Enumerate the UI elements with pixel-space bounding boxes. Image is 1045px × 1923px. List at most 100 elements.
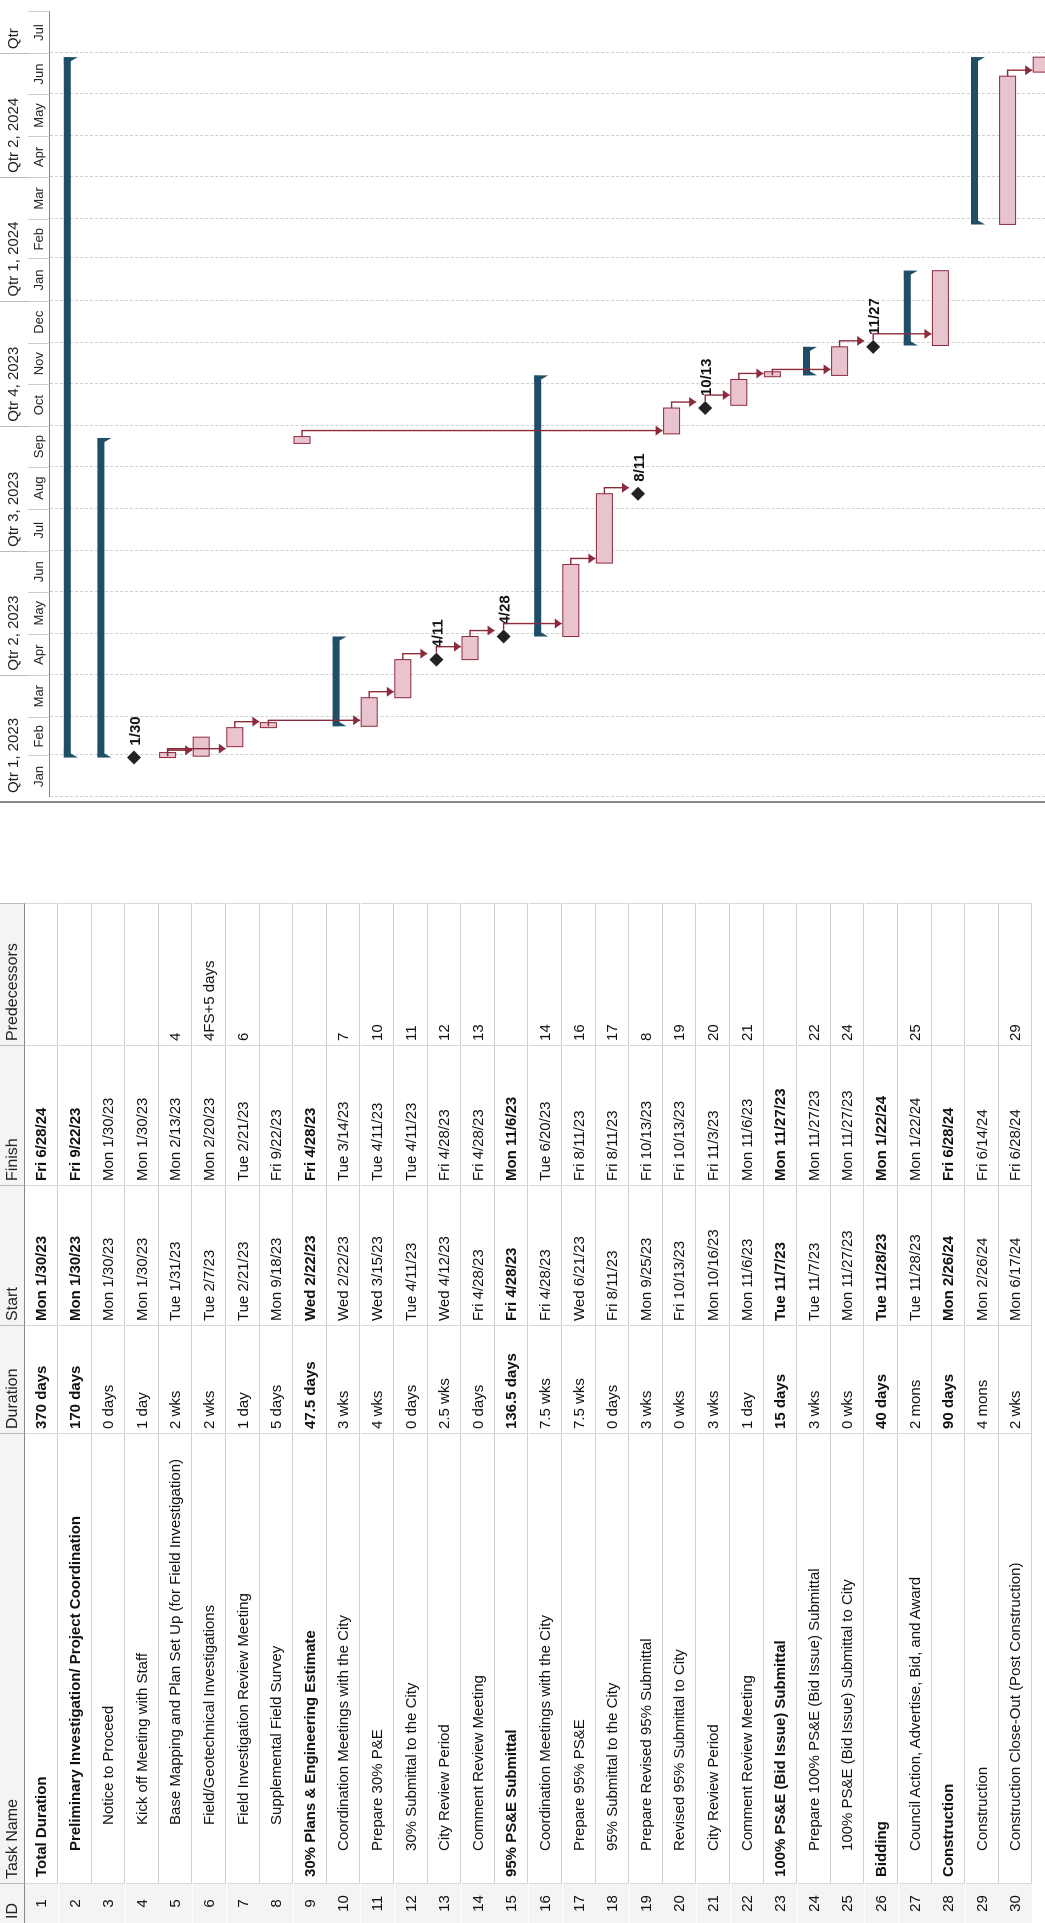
cell-name: Field/Geotechnical Investigations: [193, 1433, 226, 1883]
table-row[interactable]: 9 30% Plans & Engineering Estimate 47.5 da…: [293, 903, 327, 1923]
table-row[interactable]: 5 Base Mapping and Plan Set Up (for Field…: [159, 903, 193, 1923]
summary-bar: [903, 270, 911, 346]
cell-duration: 0 wks: [831, 1325, 865, 1433]
cell-duration: 1 day: [226, 1325, 260, 1433]
table-row[interactable]: 6 Field/Geotechnical Investigations 2 wks T…: [193, 903, 226, 1923]
col-header-predecessors[interactable]: Predecessors: [0, 903, 25, 1045]
cell-id: 14: [461, 1883, 495, 1923]
month-label: Apr: [28, 136, 50, 177]
table-row[interactable]: 22 Comment Review Meeting 1 day Mon 11/6/23…: [730, 903, 764, 1923]
col-header-finish[interactable]: Finish: [0, 1045, 25, 1185]
task-bar: [730, 378, 748, 406]
table-row[interactable]: 30 Construction Close-Out (Post Construct…: [999, 903, 1033, 1923]
milestone-marker: [631, 486, 645, 501]
cell-start: Mon 6/17/24: [999, 1185, 1033, 1325]
cell-id: 11: [361, 1883, 394, 1923]
table-row[interactable]: 29 Construction 4 mons Mon 2/26/24 Fri 6/14/…: [965, 903, 999, 1923]
dependency-arrow: [554, 618, 562, 629]
table-row[interactable]: 1 Total Duration 370 days Mon 1/30/23 Fri 6/…: [25, 903, 58, 1923]
cell-duration: 15 days: [764, 1325, 798, 1433]
table-row[interactable]: 4 Kick off Meeting with Staff 1 day Mon 1/3…: [125, 903, 159, 1923]
col-header-id[interactable]: ID: [0, 1883, 25, 1923]
cell-finish: Fri 6/28/24: [999, 1045, 1033, 1185]
table-row[interactable]: 3 Notice to Proceed 0 days Mon 1/30/23 Mon 1…: [92, 903, 126, 1923]
cell-start: Mon 1/30/23: [58, 1185, 92, 1325]
cell-pred: [293, 903, 327, 1045]
milestone-label: 4/28: [497, 595, 514, 624]
cell-pred: [764, 903, 798, 1045]
table-row[interactable]: 15 95% PS&E Submittal 136.5 days Fri 4/28/2…: [495, 903, 529, 1923]
table-row[interactable]: 8 Supplemental Field Survey 5 days Mon 9/18…: [260, 903, 294, 1923]
dependency-arrow: [722, 390, 730, 401]
cell-finish: Mon 11/27/23: [764, 1045, 798, 1185]
cell-finish: Tue 4/11/23: [361, 1045, 394, 1185]
milestone-marker: [496, 629, 511, 644]
milestone-label: 11/27: [866, 298, 883, 335]
cell-duration: 0 days: [92, 1325, 126, 1433]
cell-duration: 47.5 days: [293, 1325, 327, 1433]
summary-bar: [97, 437, 105, 758]
table-row[interactable]: 21 City Review Period 3 wks Mon 10/16/23 Fri…: [697, 903, 730, 1923]
cell-name: Prepare 30% P&E: [361, 1433, 394, 1883]
table-row[interactable]: 20 Revised 95% Submittal to City 0 wks Fri …: [663, 903, 697, 1923]
cell-pred: [25, 903, 58, 1045]
cell-finish: Mon 1/22/24: [898, 1045, 932, 1185]
table-row[interactable]: 10 Coordination Meetings with the City 3 w…: [327, 903, 361, 1923]
table-row[interactable]: 2 Preliminary Investigation/ Project Coor…: [58, 903, 92, 1923]
cell-duration: 3 wks: [629, 1325, 663, 1433]
cell-finish: Mon 11/27/23: [797, 1045, 831, 1185]
table-row[interactable]: 12 30% Submittal to the City 0 days Tue 4/1…: [394, 903, 428, 1923]
cell-start: Mon 9/25/23: [629, 1185, 663, 1325]
cell-pred: [965, 903, 999, 1045]
cell-id: 7: [226, 1883, 260, 1923]
table-row[interactable]: 7 Field Investigation Review Meeting 1 day…: [226, 903, 260, 1923]
cell-id: 22: [730, 1883, 764, 1923]
table-row[interactable]: 14 Comment Review Meeting 0 days Fri 4/28/2…: [461, 903, 495, 1923]
dependency-link: [1006, 69, 1033, 77]
month-label: Feb: [28, 219, 50, 259]
col-header-start[interactable]: Start: [0, 1185, 25, 1325]
table-row[interactable]: 26 Bidding 40 days Tue 11/28/23 Mon 1/22/24: [865, 903, 898, 1923]
cell-name: 30% Plans & Engineering Estimate: [293, 1433, 327, 1883]
cell-name: Coordination Meetings with the City: [327, 1433, 361, 1883]
cell-start: Mon 10/16/23: [697, 1185, 730, 1325]
cell-start: Tue 2/7/23: [193, 1185, 226, 1325]
cell-name: Kick off Meeting with Staff: [125, 1433, 159, 1883]
cell-pred: 20: [697, 903, 730, 1045]
task-bar: [1032, 56, 1045, 73]
table-row[interactable]: 13 City Review Period 2.5 wks Wed 4/12/23 Fr…: [428, 903, 462, 1923]
cell-id: 28: [932, 1883, 966, 1923]
table-row[interactable]: 27 Council Action, Advertise, Bid, and Aw…: [898, 903, 932, 1923]
dependency-arrow: [420, 648, 428, 659]
month-label: Aug: [28, 466, 50, 509]
table-row[interactable]: 11 Prepare 30% P&E 4 wks Wed 3/15/23 Tue 4/1…: [361, 903, 394, 1923]
col-header-task-name[interactable]: Task Name: [0, 1433, 25, 1883]
cell-id: 16: [529, 1883, 562, 1923]
cell-start: Fri 8/11/23: [596, 1185, 630, 1325]
cell-finish: Fri 4/28/23: [428, 1045, 462, 1185]
table-row[interactable]: 18 95% Submittal to the City 0 days Fri 8/1…: [596, 903, 630, 1923]
task-bar: [931, 270, 949, 346]
cell-name: City Review Period: [428, 1433, 462, 1883]
cell-pred: 4FS+5 days: [193, 903, 226, 1045]
cell-pred: 13: [461, 903, 495, 1045]
table-row[interactable]: 23 100% PS&E (Bid Issue) Submittal 15 days…: [764, 903, 798, 1923]
table-row[interactable]: 16 Coordination Meetings with the City 7.5…: [529, 903, 562, 1923]
cell-name: 95% Submittal to the City: [596, 1433, 630, 1883]
cell-id: 10: [327, 1883, 361, 1923]
cell-pred: [495, 903, 529, 1045]
cell-start: Wed 3/15/23: [361, 1185, 394, 1325]
table-row[interactable]: 25 100% PS&E (Bid Issue) Submittal to Cit…: [831, 903, 865, 1923]
month-label: Jan: [28, 754, 50, 797]
dependency-link: [368, 691, 394, 698]
col-header-duration[interactable]: Duration: [0, 1325, 25, 1433]
cell-id: 25: [831, 1883, 865, 1923]
milestone-label: 8/11: [631, 453, 648, 481]
cell-finish: Fri 4/28/23: [293, 1045, 327, 1185]
table-row[interactable]: 17 Prepare 95% PS&E 7.5 wks Wed 6/21/23 Fri …: [562, 903, 596, 1923]
table-row[interactable]: 24 Prepare 100% PS&E (Bid Issue) Submitta…: [797, 903, 831, 1923]
cell-name: Coordination Meetings with the City: [529, 1433, 562, 1883]
table-row[interactable]: 28 Construction 90 days Mon 2/26/24 Fri 6/28…: [932, 903, 966, 1923]
cell-start: Mon 1/30/23: [125, 1185, 159, 1325]
table-row[interactable]: 19 Prepare Revised 95% Submittal 3 wks Mon …: [629, 903, 663, 1923]
